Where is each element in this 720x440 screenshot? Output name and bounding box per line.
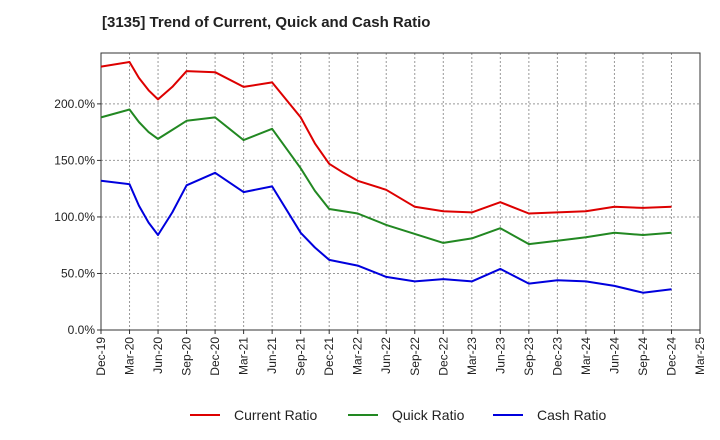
x-tick-label: Sep-23 — [522, 337, 536, 376]
x-tick-label: Mar-24 — [579, 337, 593, 375]
x-tick-label: Mar-20 — [123, 337, 137, 375]
legend-label: Current Ratio — [234, 407, 317, 423]
x-tick-label: Sep-20 — [180, 337, 194, 376]
x-tick-label: Dec-23 — [550, 337, 564, 376]
series-line-cash-ratio — [100, 171, 672, 294]
x-tick-label: Sep-22 — [408, 337, 422, 376]
x-tick-label: Mar-23 — [465, 337, 479, 375]
plot-frame — [100, 52, 701, 331]
y-tick-label: 150.0% — [54, 153, 95, 167]
x-tick-label: Mar-21 — [237, 337, 251, 375]
x-tick-label: Jun-22 — [379, 337, 393, 374]
legend-label: Cash Ratio — [537, 407, 606, 423]
x-tick-label: Jun-24 — [607, 337, 621, 374]
x-tick-label: Sep-24 — [636, 337, 650, 376]
x-tick-label: Dec-21 — [322, 337, 336, 376]
series-line-quick-ratio — [100, 108, 672, 246]
x-tick-label: Mar-22 — [351, 337, 365, 375]
x-tick-label: Dec-19 — [94, 337, 108, 376]
x-tick-label: Dec-22 — [436, 337, 450, 376]
y-tick-label: 200.0% — [54, 97, 95, 111]
x-tick-label: Dec-20 — [208, 337, 222, 376]
legend-label: Quick Ratio — [392, 407, 465, 423]
x-tick-label: Jun-21 — [265, 337, 279, 374]
series-line-current-ratio — [100, 61, 672, 215]
x-tick-label: Jun-20 — [151, 337, 165, 374]
x-tick-label: Mar-25 — [693, 337, 707, 375]
y-tick-label: 0.0% — [68, 323, 96, 337]
x-tick-label: Sep-21 — [294, 337, 308, 376]
chart-title: [3135] Trend of Current, Quick and Cash … — [102, 14, 431, 31]
y-tick-label: 100.0% — [54, 210, 95, 224]
y-tick-label: 50.0% — [61, 266, 95, 280]
x-tick-label: Dec-24 — [664, 337, 678, 376]
x-tick-label: Jun-23 — [493, 337, 507, 374]
